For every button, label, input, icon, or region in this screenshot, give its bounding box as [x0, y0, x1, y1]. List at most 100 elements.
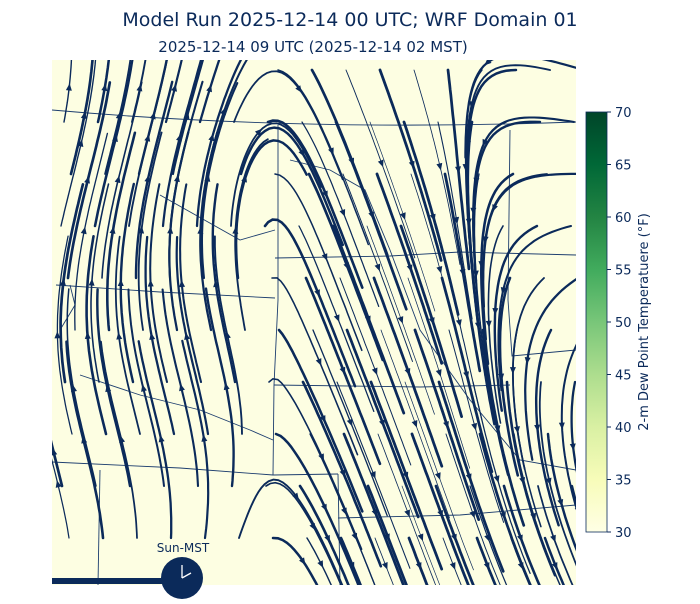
streamline-arrow [292, 492, 299, 501]
streamline [582, 434, 585, 459]
streamline-arrow [333, 314, 340, 322]
streamline-arrow [149, 332, 156, 340]
streamline-arrow [530, 512, 537, 521]
streamline-arrow [404, 509, 410, 518]
streamline-arrow [517, 562, 524, 570]
colorbar-tick-label: 35 [615, 474, 632, 489]
streamline-arrow [557, 498, 564, 507]
streamline-arrow [551, 562, 558, 570]
streamline-arrow [545, 477, 552, 486]
streamline-arrow [397, 316, 404, 324]
streamline-arrow [451, 533, 457, 542]
streamline-arrow [314, 289, 320, 297]
streamline-arrow [459, 268, 466, 277]
streamline-arrow [449, 562, 456, 570]
clock-label: Sun-MST [157, 541, 210, 555]
streamline-arrow [321, 253, 328, 261]
streamline-arrow [295, 85, 302, 93]
streamline-arrow [558, 422, 565, 430]
streamline-arrow [485, 320, 492, 328]
colorbar-tick-label: 30 [615, 526, 632, 541]
streamline-arrow [84, 176, 90, 184]
streamline-arrow [88, 278, 95, 286]
title: Model Run 2025-12-14 00 UTC; WRF Domain … [122, 9, 577, 31]
streamline-arrow [59, 278, 66, 286]
streamline-arrow [81, 436, 88, 444]
streamline-arrow [382, 562, 388, 570]
colorbar-tick-label: 70 [615, 106, 632, 121]
colorbar [585, 111, 608, 533]
streamline-arrow [224, 331, 231, 339]
streamline-arrow [368, 211, 374, 219]
streamline-arrow [144, 174, 151, 183]
streamline-arrow [321, 503, 327, 512]
streamline-arrow [465, 473, 472, 482]
streamline-arrow [550, 534, 556, 543]
streamline-arrow [309, 522, 316, 531]
streamline-arrow [315, 358, 322, 366]
streamline-arrow [328, 147, 334, 155]
streamline-arrow [147, 279, 154, 287]
streamline-arrow [114, 175, 121, 184]
streamline-arrow [484, 534, 490, 542]
streamline-arrow [500, 511, 506, 520]
streamline-arrow [116, 332, 123, 340]
streamline-arrow [492, 204, 498, 212]
streamline-arrow [84, 331, 91, 340]
streamline-arrow [428, 317, 435, 325]
streamline-arrow [534, 424, 541, 432]
streamline-arrow [417, 533, 424, 542]
streamline-arrow [371, 509, 378, 517]
clock-bar [52, 578, 182, 584]
streamline-arrow [346, 418, 353, 427]
colorbar-tick-label: 55 [615, 264, 632, 279]
streamline-arrow [437, 509, 443, 518]
streamline-arrow [436, 266, 443, 274]
streamline-arrow [402, 471, 409, 480]
streamline-arrow [406, 264, 413, 272]
streamline-arrow [384, 533, 390, 541]
streamline-arrow [112, 134, 118, 143]
streamline-arrow [339, 209, 346, 217]
streamline-arrow [429, 213, 436, 222]
streamline-arrow [474, 322, 481, 330]
streamline-arrow [52, 448, 58, 456]
colorbar-label: 2-m Dew Point Temperatuere (°F) [637, 213, 652, 431]
streamline-arrow [517, 534, 523, 543]
streamline-arrow [500, 287, 507, 295]
streamline-arrow [319, 415, 326, 423]
streamline-arrow [201, 434, 208, 442]
streamline-arrow [208, 133, 215, 142]
streamline-arrow [370, 471, 376, 479]
streamline-arrow [197, 226, 204, 234]
streamline-arrow [232, 226, 239, 234]
streamline-arrow [455, 319, 462, 327]
streamline-arrow [469, 101, 476, 109]
streamline-arrow [379, 419, 385, 428]
streamline-arrow [167, 226, 174, 234]
streamline-arrow [119, 435, 126, 444]
streamline-arrow [141, 384, 147, 392]
streamline-arrow [493, 475, 500, 483]
clock: Sun-MST [52, 541, 210, 599]
streamline-arrow [117, 279, 124, 287]
colorbar-tick-label: 60 [615, 211, 632, 226]
streamline-arrow [404, 368, 411, 376]
streamline-arrow [434, 472, 441, 480]
colorbar-tick-label: 40 [615, 421, 632, 436]
streamline-arrow [471, 422, 478, 431]
streamline-arrow [65, 83, 72, 91]
streamline-arrow [455, 166, 461, 174]
streamline-arrow [179, 280, 186, 288]
streamline-arrow [324, 534, 330, 543]
streamline-arrow [364, 315, 371, 324]
streamline-arrow [377, 159, 384, 168]
streamline-arrow [171, 84, 177, 92]
streamline-arrow [138, 226, 145, 234]
streamline-arrow [299, 557, 306, 565]
streamline-arrow [399, 212, 406, 220]
streamline-arrow [80, 111, 87, 120]
streamline-arrow [463, 371, 469, 379]
streamline-arrow [443, 421, 449, 429]
